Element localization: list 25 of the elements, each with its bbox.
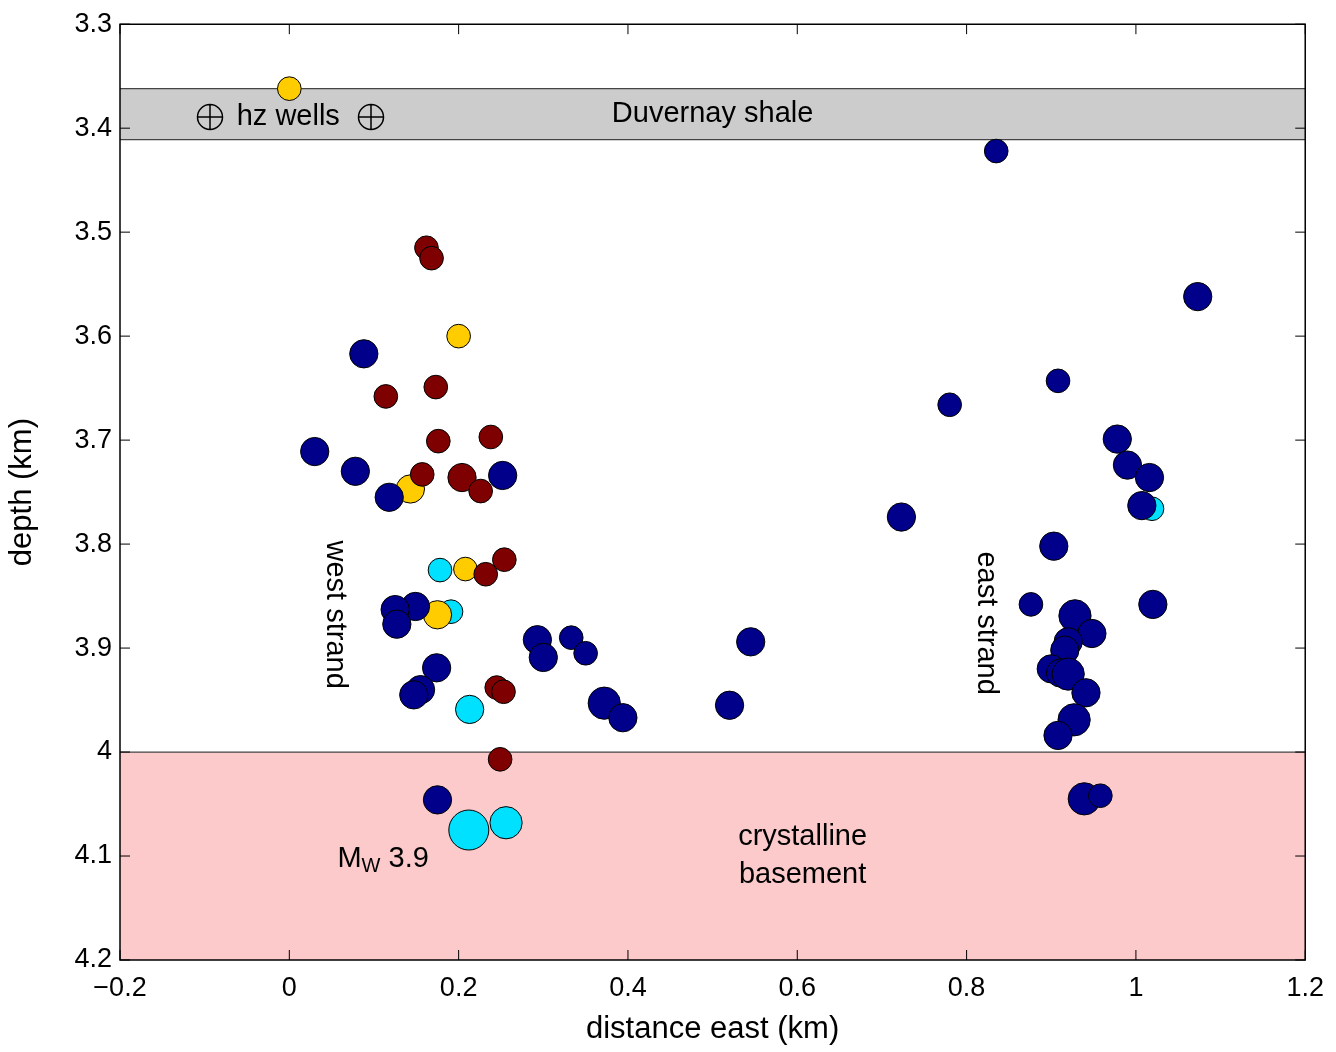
y-tick-label: 4.1 <box>74 839 112 870</box>
y-tick-label: 3.4 <box>74 111 112 142</box>
annotation: hz wells <box>236 98 340 131</box>
x-tick-label: 0 <box>281 971 297 1002</box>
x-tick-label: −0.2 <box>93 971 147 1002</box>
x-tick-label: 1.2 <box>1286 971 1325 1002</box>
y-tick-label: 3.6 <box>74 319 112 350</box>
x-tick-label: 0.8 <box>947 971 986 1002</box>
y-axis-title: depth (km) <box>3 418 39 567</box>
y-tick-label: 3.9 <box>74 631 112 662</box>
band-label: Duvernay shale <box>611 96 814 129</box>
annotation: west strand <box>320 539 353 689</box>
x-axis-title: distance east (km) <box>585 1009 840 1045</box>
band-label: crystalline basement <box>738 819 868 890</box>
x-tick-label: 0.6 <box>778 971 817 1002</box>
x-tick-label: 0.2 <box>439 971 478 1002</box>
x-tick-label: 0.4 <box>609 971 647 1002</box>
y-tick-label: 4.2 <box>74 943 112 974</box>
x-tick-label: 1 <box>1128 971 1144 1002</box>
y-tick-label: 3.7 <box>74 423 112 454</box>
y-tick-label: 3.8 <box>74 527 112 558</box>
y-tick-label: 3.5 <box>74 215 112 246</box>
annotation: east strand <box>972 551 1005 695</box>
y-tick-label: 3.3 <box>74 7 112 38</box>
y-tick-label: 4 <box>96 735 112 766</box>
